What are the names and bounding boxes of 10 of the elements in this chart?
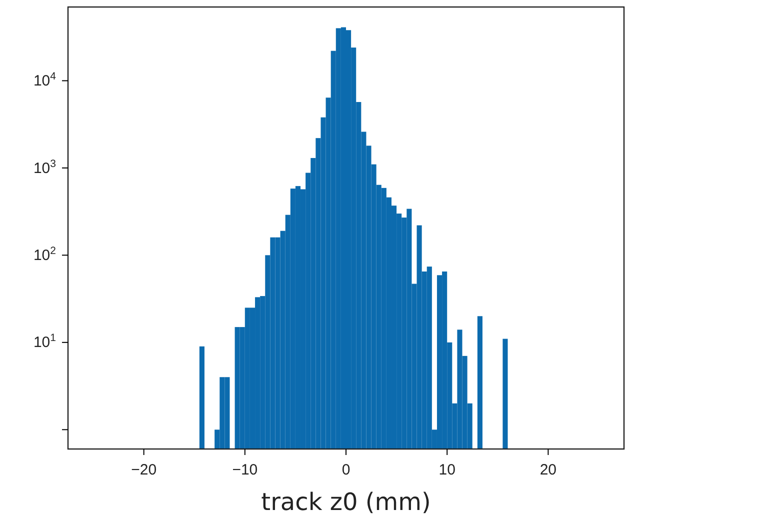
y-tick-label: 10$^{2}$ bbox=[33, 244, 56, 264]
x-axis-title: track z0 (mm) bbox=[261, 488, 431, 516]
x-tick-label: 10 bbox=[438, 462, 456, 478]
x-tick-label: 20 bbox=[540, 462, 557, 478]
x-tick-label: 0 bbox=[342, 462, 350, 478]
y-tick-label: 10$^{3}$ bbox=[33, 158, 56, 177]
x-tick-label: −10 bbox=[232, 462, 258, 478]
x-tick-label: −20 bbox=[131, 462, 157, 478]
y-tick-label: 10$^{1}$ bbox=[33, 332, 56, 352]
y-tick-label: 10$^{4}$ bbox=[33, 70, 56, 90]
